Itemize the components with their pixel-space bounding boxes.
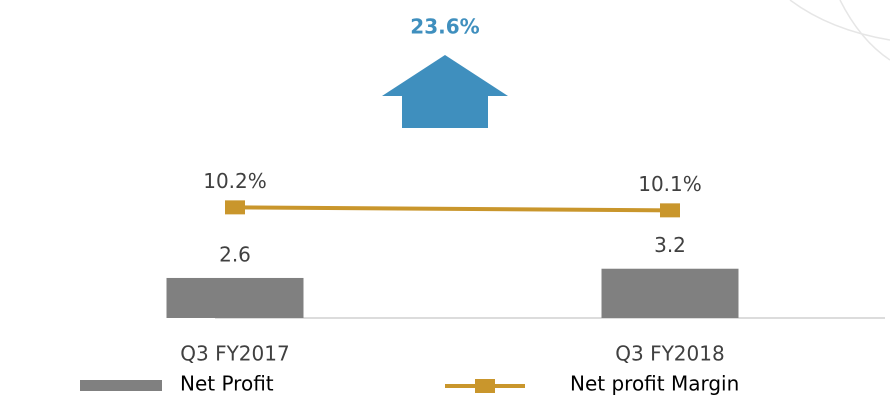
x-tick-label: Q3 FY2018 xyxy=(615,342,724,366)
line-marker xyxy=(225,200,245,215)
up-arrow xyxy=(382,55,508,128)
x-tick-label: Q3 FY2017 xyxy=(180,342,289,366)
legend-label: Net Profit xyxy=(180,372,274,396)
annotation: 23.6% xyxy=(410,15,479,39)
data-label: 10.2% xyxy=(203,169,267,193)
bar xyxy=(601,268,739,318)
legend-label: Net profit Margin xyxy=(570,372,739,396)
corner-decoration xyxy=(789,0,890,61)
data-label: 2.6 xyxy=(219,242,251,266)
line xyxy=(234,205,671,213)
data-label: 10.1% xyxy=(638,172,702,196)
data-label: 3.2 xyxy=(654,233,686,257)
line-marker xyxy=(660,203,680,218)
bar xyxy=(166,277,304,318)
legend-swatch xyxy=(80,380,162,391)
legend-swatch xyxy=(475,379,495,393)
